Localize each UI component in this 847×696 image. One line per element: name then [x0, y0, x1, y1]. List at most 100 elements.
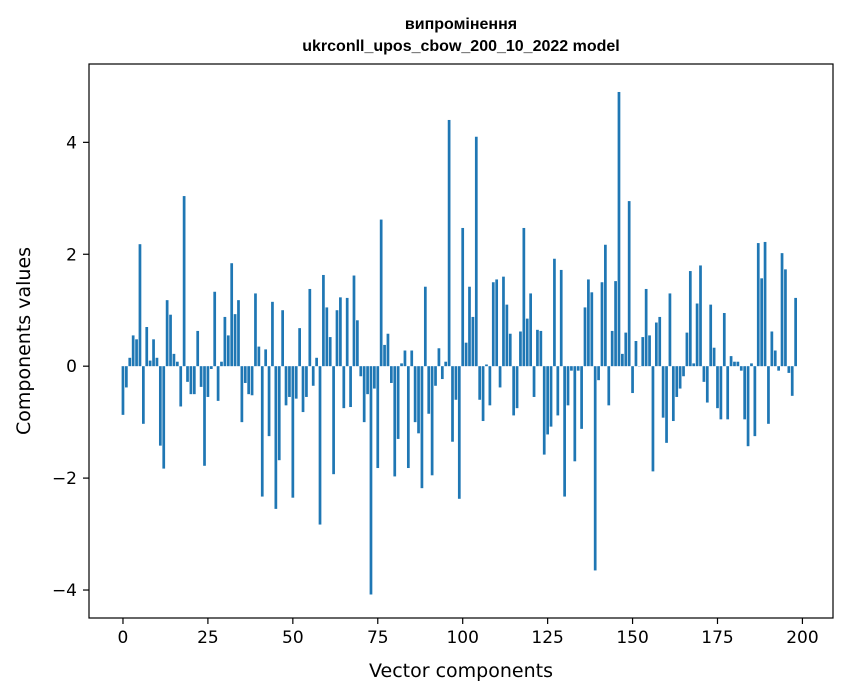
- bar: [736, 361, 740, 367]
- bar: [267, 366, 271, 437]
- bar: [186, 366, 189, 382]
- bar: [237, 300, 240, 367]
- bar: [763, 241, 767, 367]
- bar: [695, 303, 699, 367]
- bar: [199, 366, 203, 387]
- y-tick-label: 2: [66, 245, 77, 265]
- bar: [488, 366, 492, 406]
- bar: [743, 366, 747, 420]
- x-axis-label: Vector components: [369, 660, 553, 682]
- bar: [515, 366, 519, 409]
- bar: [726, 366, 730, 420]
- bar: [420, 366, 424, 489]
- x-tick-label: 100: [446, 628, 478, 648]
- bar: [454, 366, 458, 400]
- bar: [712, 347, 716, 367]
- bar: [685, 332, 689, 367]
- bar: [678, 366, 682, 389]
- bar: [142, 366, 145, 424]
- x-tick-label: 0: [118, 628, 129, 648]
- bar: [216, 366, 220, 401]
- bar: [481, 366, 485, 422]
- bar: [784, 269, 787, 367]
- bar: [790, 366, 794, 396]
- bar: [369, 366, 373, 595]
- bar: [739, 366, 743, 371]
- bar: [688, 271, 692, 367]
- bar: [318, 366, 322, 525]
- bar: [128, 357, 132, 367]
- bar: [121, 366, 125, 415]
- bar: [600, 282, 604, 367]
- bar: [288, 366, 291, 397]
- bar: [485, 364, 488, 367]
- y-axis-ticks: −4 −2 0 2 4: [52, 133, 89, 601]
- bar: [702, 366, 706, 382]
- bar: [457, 366, 461, 499]
- bar: [661, 366, 665, 418]
- bar: [773, 350, 777, 367]
- bar: [298, 328, 301, 367]
- bar: [522, 227, 526, 367]
- bar: [393, 366, 397, 477]
- bar: [546, 366, 549, 435]
- bar: [502, 276, 505, 367]
- bar: [240, 366, 244, 423]
- bar: [373, 366, 376, 389]
- bar: [376, 366, 380, 469]
- bar: [542, 366, 546, 455]
- bar: [192, 366, 196, 395]
- bar: [243, 366, 247, 383]
- bar: [308, 288, 312, 367]
- bar: [753, 366, 757, 437]
- bar: [328, 337, 332, 367]
- bar: [264, 349, 268, 367]
- bar: [213, 291, 217, 367]
- bar: [175, 361, 179, 367]
- bar: [182, 196, 186, 367]
- bar: [658, 316, 662, 367]
- bar: [519, 331, 522, 367]
- bar: [536, 329, 539, 367]
- bar: [257, 346, 261, 367]
- bar: [566, 366, 570, 406]
- bar: [226, 335, 230, 367]
- chart-title-line1: випромінення: [405, 16, 517, 33]
- bar: [379, 219, 383, 367]
- bar: [756, 243, 760, 367]
- bar: [576, 366, 580, 371]
- bar: [284, 366, 288, 406]
- bar: [471, 316, 475, 367]
- bar: [223, 316, 227, 367]
- bar: [179, 366, 183, 407]
- bar: [158, 366, 162, 446]
- y-tick-label: 4: [66, 133, 77, 153]
- bar: [641, 337, 645, 367]
- bar: [203, 366, 206, 466]
- bar: [539, 330, 543, 367]
- bar: [417, 366, 420, 434]
- y-tick-label: −2: [52, 469, 77, 489]
- bar: [383, 344, 386, 367]
- x-tick-label: 175: [701, 628, 733, 648]
- y-tick-label: −4: [52, 581, 77, 601]
- bar: [699, 265, 702, 367]
- bar: [325, 307, 329, 367]
- bar: [767, 366, 770, 424]
- bar: [705, 366, 709, 403]
- bar: [155, 357, 159, 367]
- bar: [529, 293, 532, 367]
- bar: [692, 363, 696, 367]
- bar: [668, 293, 672, 367]
- bar: [209, 366, 213, 369]
- bar: [495, 279, 499, 367]
- bar: [770, 331, 774, 367]
- x-tick-label: 75: [367, 628, 389, 648]
- bar: [342, 366, 346, 409]
- plot-area-frame: [88, 63, 834, 619]
- bar: [627, 201, 631, 367]
- bar: [339, 297, 342, 367]
- bar: [597, 366, 600, 381]
- bar: [468, 286, 471, 367]
- bar: [291, 366, 295, 498]
